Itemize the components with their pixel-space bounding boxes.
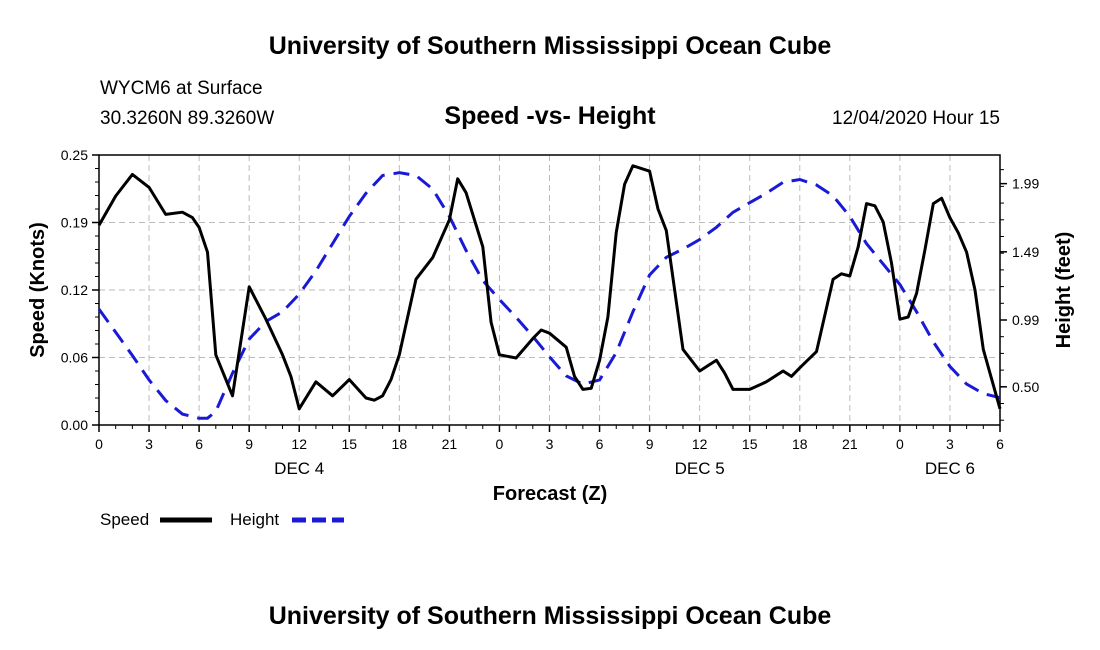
x-tick-label: 0 bbox=[95, 436, 103, 452]
y-tick-label: 0.00 bbox=[61, 417, 88, 433]
x-tick-label: 0 bbox=[896, 436, 904, 452]
legend-height-label: Height bbox=[230, 510, 279, 529]
day-label: DEC 5 bbox=[675, 459, 725, 478]
y2-axis-ticks: 0.50 0.99 1.49 1.99 bbox=[1000, 176, 1039, 395]
x-tick-label: 6 bbox=[195, 436, 203, 452]
footer-title: University of Southern Mississippi Ocean… bbox=[269, 602, 832, 630]
x-tick-label: 15 bbox=[341, 436, 357, 452]
y2-tick-label: 0.50 bbox=[1012, 379, 1039, 395]
chart-title: Speed -vs- Height bbox=[444, 102, 656, 130]
x-tick-label: 18 bbox=[392, 436, 408, 452]
day-labels: DEC 4 DEC 5 DEC 6 bbox=[274, 459, 975, 478]
plot-area: 0 3 6 9 12 15 18 21 0 3 6 9 12 15 18 21 0 3 6 0.00 0.06 0.12… bbox=[61, 147, 1040, 478]
y-axis-ticks: 0.00 0.06 0.12 0.19 0.25 bbox=[61, 147, 99, 433]
y2-tick-label: 0.99 bbox=[1012, 312, 1039, 328]
datetime-label: 12/04/2020 Hour 15 bbox=[832, 108, 1000, 129]
y2-tick-label: 1.99 bbox=[1012, 176, 1039, 192]
y-tick-label: 0.06 bbox=[61, 350, 88, 366]
x-tick-label: 12 bbox=[291, 436, 307, 452]
x-tick-label: 6 bbox=[596, 436, 604, 452]
y-tick-label: 0.25 bbox=[61, 147, 88, 163]
x-tick-label: 3 bbox=[946, 436, 954, 452]
series-layer bbox=[97, 164, 1002, 420]
page-title: University of Southern Mississippi Ocean… bbox=[269, 32, 832, 60]
x-axis-ticks: 0 3 6 9 12 15 18 21 0 3 6 9 12 15 18 21 0 3 6 bbox=[95, 425, 1004, 452]
x-tick-label: 3 bbox=[546, 436, 554, 452]
legend: Speed Height bbox=[100, 510, 344, 529]
x-tick-label: 3 bbox=[145, 436, 153, 452]
x-tick-label: 15 bbox=[742, 436, 758, 452]
x-tick-label: 0 bbox=[496, 436, 504, 452]
y2-axis-label: Height (feet) bbox=[1053, 232, 1075, 349]
x-tick-label: 9 bbox=[646, 436, 654, 452]
x-tick-label: 9 bbox=[245, 436, 253, 452]
station-label: WYCM6 at Surface bbox=[100, 78, 263, 99]
speed-series-line bbox=[97, 164, 1002, 411]
legend-speed-label: Speed bbox=[100, 510, 149, 529]
coordinates-label: 30.3260N 89.3260W bbox=[100, 108, 274, 129]
y-axis-label: Speed (Knots) bbox=[27, 222, 49, 358]
y2-tick-label: 1.49 bbox=[1012, 244, 1039, 260]
x-tick-label: 12 bbox=[692, 436, 708, 452]
day-label: DEC 6 bbox=[925, 459, 975, 478]
day-label: DEC 4 bbox=[274, 459, 324, 478]
x-tick-label: 18 bbox=[792, 436, 808, 452]
y-tick-label: 0.19 bbox=[61, 215, 88, 231]
height-series-line bbox=[97, 171, 1001, 420]
x-tick-label: 6 bbox=[996, 436, 1004, 452]
x-tick-label: 21 bbox=[842, 436, 858, 452]
y-tick-label: 0.12 bbox=[61, 282, 88, 298]
x-tick-label: 21 bbox=[442, 436, 458, 452]
minor-ticks bbox=[95, 154, 1004, 429]
x-axis-label: Forecast (Z) bbox=[493, 483, 607, 505]
